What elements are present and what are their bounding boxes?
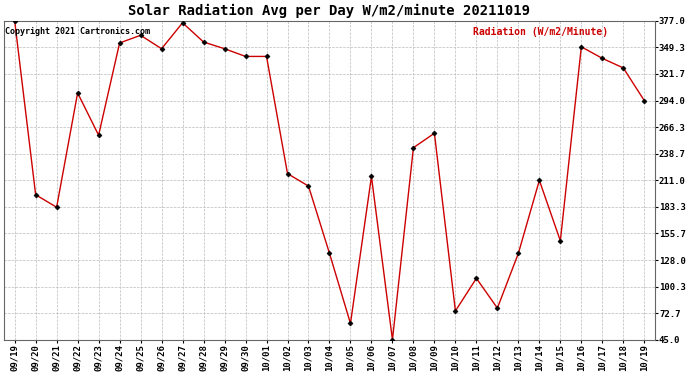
Text: Radiation (W/m2/Minute): Radiation (W/m2/Minute)	[473, 27, 608, 37]
Text: Copyright 2021 Cartronics.com: Copyright 2021 Cartronics.com	[6, 27, 150, 36]
Title: Solar Radiation Avg per Day W/m2/minute 20211019: Solar Radiation Avg per Day W/m2/minute …	[128, 4, 531, 18]
